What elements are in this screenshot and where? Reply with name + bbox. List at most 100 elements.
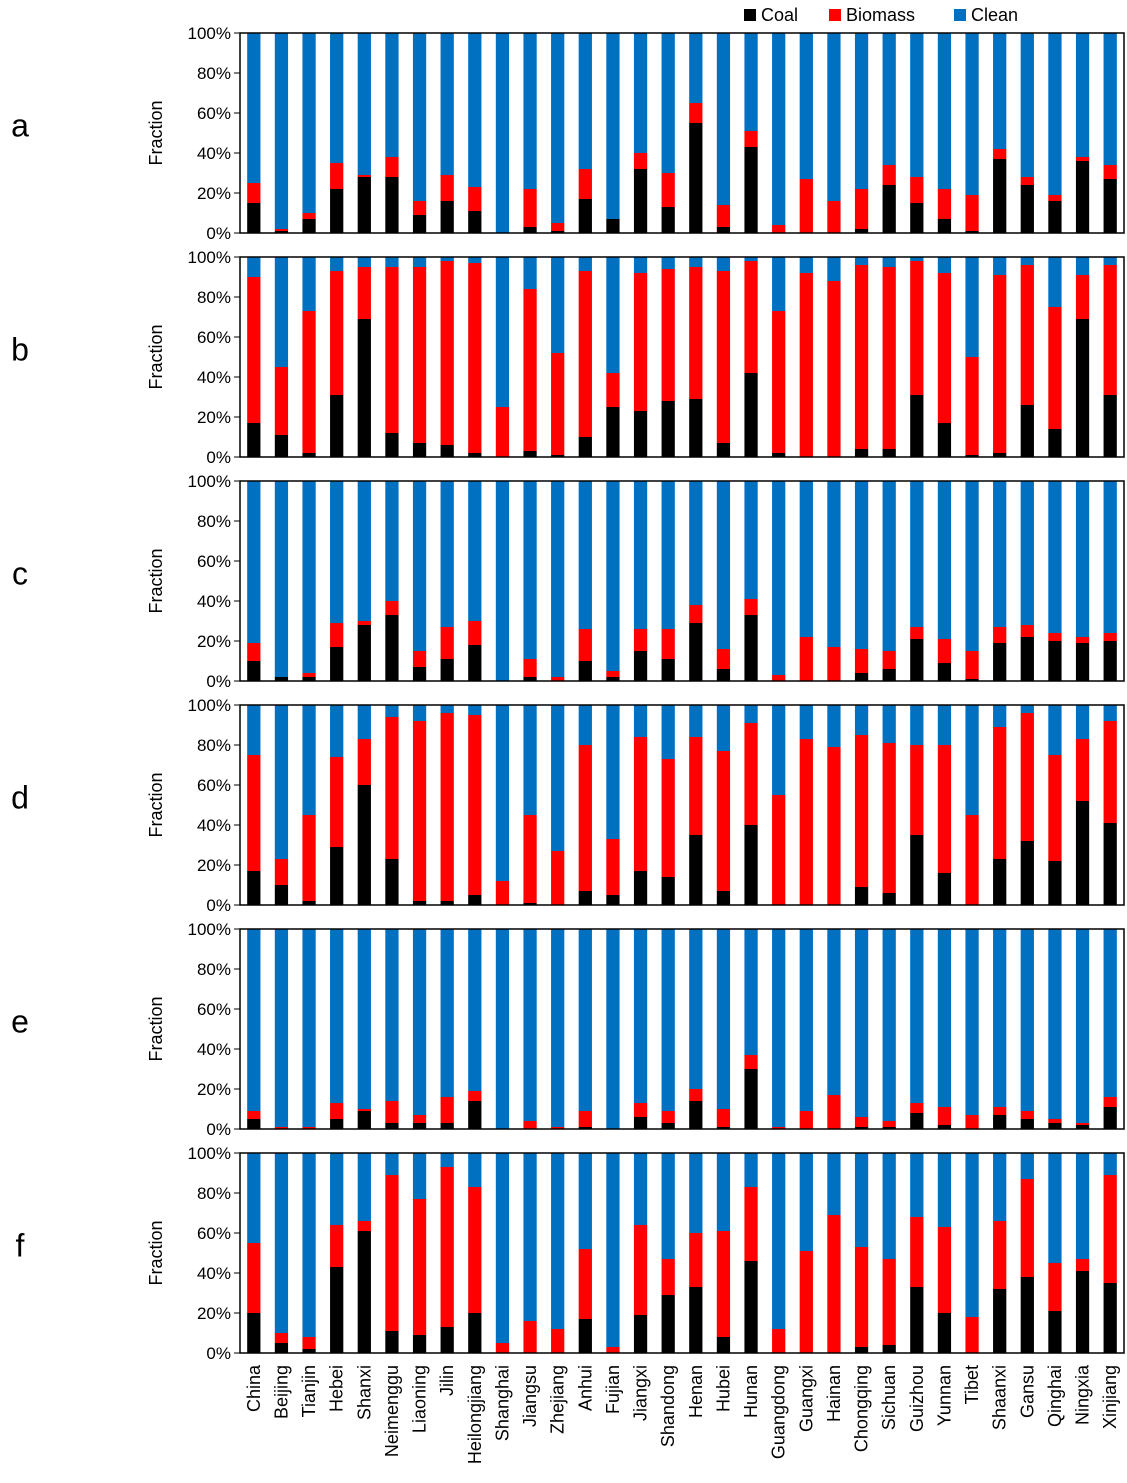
bar-segment-coal-shandong (661, 659, 675, 681)
bar-segment-biomass-sichuan (882, 743, 896, 893)
bar-segment-clean-chongqing (854, 929, 869, 1117)
bar-segment-clean-heilongjiang (468, 705, 482, 715)
bar-segment-biomass-zhejiang (551, 677, 565, 681)
bar-segment-clean-hunan (744, 1153, 758, 1187)
x-tick-label-heilongjiang: Heilongjiang (465, 1365, 485, 1464)
bar-segment-biomass-beijing (274, 229, 289, 231)
y-tick-label: 60% (197, 552, 231, 571)
x-tick-label-hunan: Hunan (741, 1365, 761, 1418)
x-tick-label-qinghai: Qinghai (1045, 1365, 1065, 1427)
bar-segment-biomass-yunnan (937, 1107, 952, 1125)
bar-segment-coal-guizhou (910, 835, 924, 905)
bar-segment-clean-hunan (744, 481, 758, 599)
bar-segment-clean-jiangxi (633, 929, 648, 1103)
bar-segment-coal-sichuan (882, 1345, 896, 1353)
bar-segment-biomass-ningxia (1075, 1123, 1090, 1125)
bar-segment-clean-chongqing (854, 705, 869, 735)
bar-segment-biomass-china (247, 643, 261, 661)
bar-segment-coal-ningxia (1075, 161, 1090, 233)
bar-segment-biomass-guizhou (910, 745, 924, 835)
bar-segment-biomass-guangxi (799, 273, 813, 457)
bar-segment-clean-shaanxi (993, 1153, 1007, 1221)
bar-segment-clean-chongqing (854, 481, 869, 649)
bar-segment-clean-jilin (440, 1153, 454, 1167)
bar-segment-clean-china (247, 1153, 261, 1243)
bar-segment-clean-gansu (1020, 257, 1034, 265)
bar-segment-clean-heilongjiang (468, 257, 482, 263)
bar-segment-biomass-jiangxi (633, 1225, 648, 1315)
bar-segment-coal-heilongjiang (468, 895, 482, 905)
y-axis-title: Fraction (146, 996, 166, 1061)
panel-label: a (11, 107, 29, 143)
x-tick-label-shaanxi: Shaanxi (990, 1365, 1010, 1430)
bar-segment-clean-china (247, 929, 261, 1111)
bar-segment-coal-guizhou (910, 1287, 924, 1353)
bar-segment-coal-ningxia (1075, 1125, 1090, 1129)
bar-segment-clean-zhejiang (551, 257, 565, 353)
x-tick-label-guangxi: Guangxi (796, 1365, 816, 1432)
bar-segment-coal-shanxi (357, 177, 371, 233)
bar-segment-coal-henan (689, 835, 703, 905)
bar-segment-biomass-sichuan (882, 1121, 896, 1127)
bar-segment-biomass-hainan (827, 647, 841, 681)
bar-segment-biomass-china (247, 1243, 261, 1313)
bar-segment-biomass-heilongjiang (468, 621, 482, 645)
bar-segment-clean-jiangsu (523, 481, 537, 659)
y-tick-label: 40% (197, 1264, 231, 1283)
bar-segment-coal-jiangsu (523, 677, 537, 681)
bar-segment-biomass-hebei (330, 757, 344, 847)
x-tick-label-shanghai: Shanghai (492, 1365, 512, 1441)
bar-segment-coal-shanxi (357, 319, 371, 457)
bar-segment-biomass-hunan (744, 1055, 758, 1069)
panel-b: b Fraction 0% 20% 40% 60% 80% 100% (11, 248, 1125, 467)
bar-segment-biomass-hubei (716, 271, 731, 443)
bar-segment-biomass-neimenggu (385, 1175, 399, 1331)
bar-segment-biomass-hubei (716, 649, 731, 669)
bar-segment-clean-tibet (965, 705, 979, 815)
bar-segment-clean-yunnan (937, 33, 952, 189)
bar-segment-coal-jiangxi (633, 651, 648, 681)
bar-segment-coal-jilin (440, 1123, 454, 1129)
bar-segment-biomass-xinjiang (1103, 633, 1117, 641)
panel-e: e Fraction 0% 20% 40% 60% 80% 100% (11, 920, 1125, 1139)
bar-segment-clean-neimenggu (385, 257, 399, 267)
bar-segment-biomass-ningxia (1075, 739, 1090, 801)
bar-segment-biomass-shaanxi (993, 1107, 1007, 1115)
bar-segment-biomass-neimenggu (385, 157, 399, 177)
y-tick-label: 40% (197, 368, 231, 387)
bar-segment-clean-shaanxi (993, 705, 1007, 727)
bar-segment-biomass-china (247, 183, 261, 203)
bar-segment-biomass-liaoning (412, 1199, 427, 1335)
bar-segment-clean-henan (689, 705, 703, 737)
bar-segment-coal-tibet (965, 455, 979, 457)
bar-segment-clean-guangxi (799, 33, 813, 179)
bar-segment-coal-liaoning (412, 215, 427, 233)
plot-frame (239, 704, 1125, 906)
plot-frame (239, 1152, 1125, 1354)
panel-a: a Fraction 0% 20% 40% 60% 80% 100% (11, 24, 1125, 243)
bar-segment-coal-jiangxi (633, 1117, 648, 1129)
bar-segment-biomass-ningxia (1075, 275, 1090, 319)
bar-segment-clean-gansu (1020, 929, 1034, 1111)
bar-segment-clean-guizhou (910, 33, 924, 177)
bar-segment-coal-xinjiang (1103, 179, 1117, 233)
bar-segment-biomass-hainan (827, 747, 841, 905)
bar-segment-coal-fujian (606, 895, 620, 905)
bar-segment-coal-shandong (661, 1123, 675, 1129)
x-tick-label-chongqing: Chongqing (852, 1365, 872, 1452)
bar-segment-coal-hebei (330, 847, 344, 905)
x-tick-label-fujian: Fujian (603, 1365, 623, 1414)
bar-segment-biomass-gansu (1020, 265, 1034, 405)
bar-segment-biomass-shanxi (357, 621, 371, 625)
y-tick-label: 80% (197, 288, 231, 307)
bar-segment-coal-ningxia (1075, 319, 1090, 457)
bar-segment-coal-chongqing (854, 229, 869, 233)
bar-segment-clean-qinghai (1048, 929, 1062, 1119)
y-tick-label: 60% (197, 1224, 231, 1243)
bar-segment-biomass-sichuan (882, 267, 896, 449)
bar-segment-clean-shaanxi (993, 481, 1007, 627)
bar-segment-clean-shaanxi (993, 33, 1007, 149)
bar-segment-coal-shanxi (357, 1231, 371, 1353)
bar-segment-biomass-sichuan (882, 1259, 896, 1345)
